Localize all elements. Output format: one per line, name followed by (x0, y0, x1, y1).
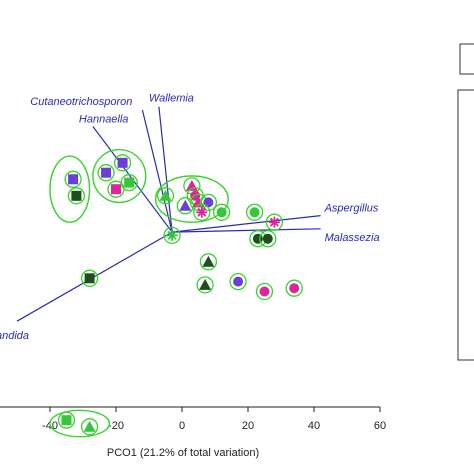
data-point-asterisk (163, 226, 181, 245)
data-point-square (107, 180, 125, 198)
vector-line (141, 109, 173, 233)
data-point-triangle (199, 253, 218, 271)
data-point-circle (255, 282, 274, 301)
group-ellipses (49, 148, 229, 438)
data-point-circle (212, 203, 231, 221)
group-ellipse (49, 409, 111, 438)
data-point-triangle (176, 197, 194, 215)
vector-label: Hannaella (79, 114, 129, 126)
vector-label: Wallemia (149, 93, 194, 105)
x-tick-label: 20 (242, 420, 254, 432)
vector-line (172, 215, 321, 233)
data-point-asterisk (193, 203, 211, 221)
data-point-circle (285, 279, 303, 297)
x-tick-label: 60 (374, 420, 386, 432)
data-point-triangle (80, 418, 99, 436)
x-tick-label: -20 (108, 420, 124, 432)
data-point-circle (229, 272, 247, 291)
data-point-square (57, 411, 76, 429)
data-point-square (64, 170, 82, 188)
group-ellipse (154, 175, 229, 223)
group-ellipse (92, 148, 147, 204)
vector-label: Cutaneotrichosporon (30, 96, 132, 108)
vector-line (158, 106, 173, 233)
vector-label: Candida (0, 330, 29, 342)
vector-overlay: Cutaneotrichosporon Wallemia Hannaella Aspe… (0, 93, 380, 343)
x-tick-label: 40 (308, 420, 320, 432)
data-point-triangle (196, 276, 214, 294)
data-point-circle (245, 203, 264, 221)
group-ellipse (49, 155, 91, 223)
legend-panel (457, 43, 474, 361)
data-point-square (97, 164, 115, 182)
data-point-square (113, 154, 132, 172)
vector-label: Malassezia (325, 232, 380, 244)
vector-label: Aspergillus (324, 203, 379, 215)
x-tick-label: 0 (179, 420, 185, 432)
data-point-triangle (156, 187, 175, 205)
data-point-square (67, 187, 86, 205)
data-point-circle (259, 230, 277, 248)
data-points (57, 154, 303, 436)
x-axis-title: PCO1 (21.2% of total variation) (107, 447, 259, 459)
data-point-square (80, 269, 99, 287)
data-point-asterisk (265, 213, 284, 231)
vector-line (172, 228, 321, 233)
